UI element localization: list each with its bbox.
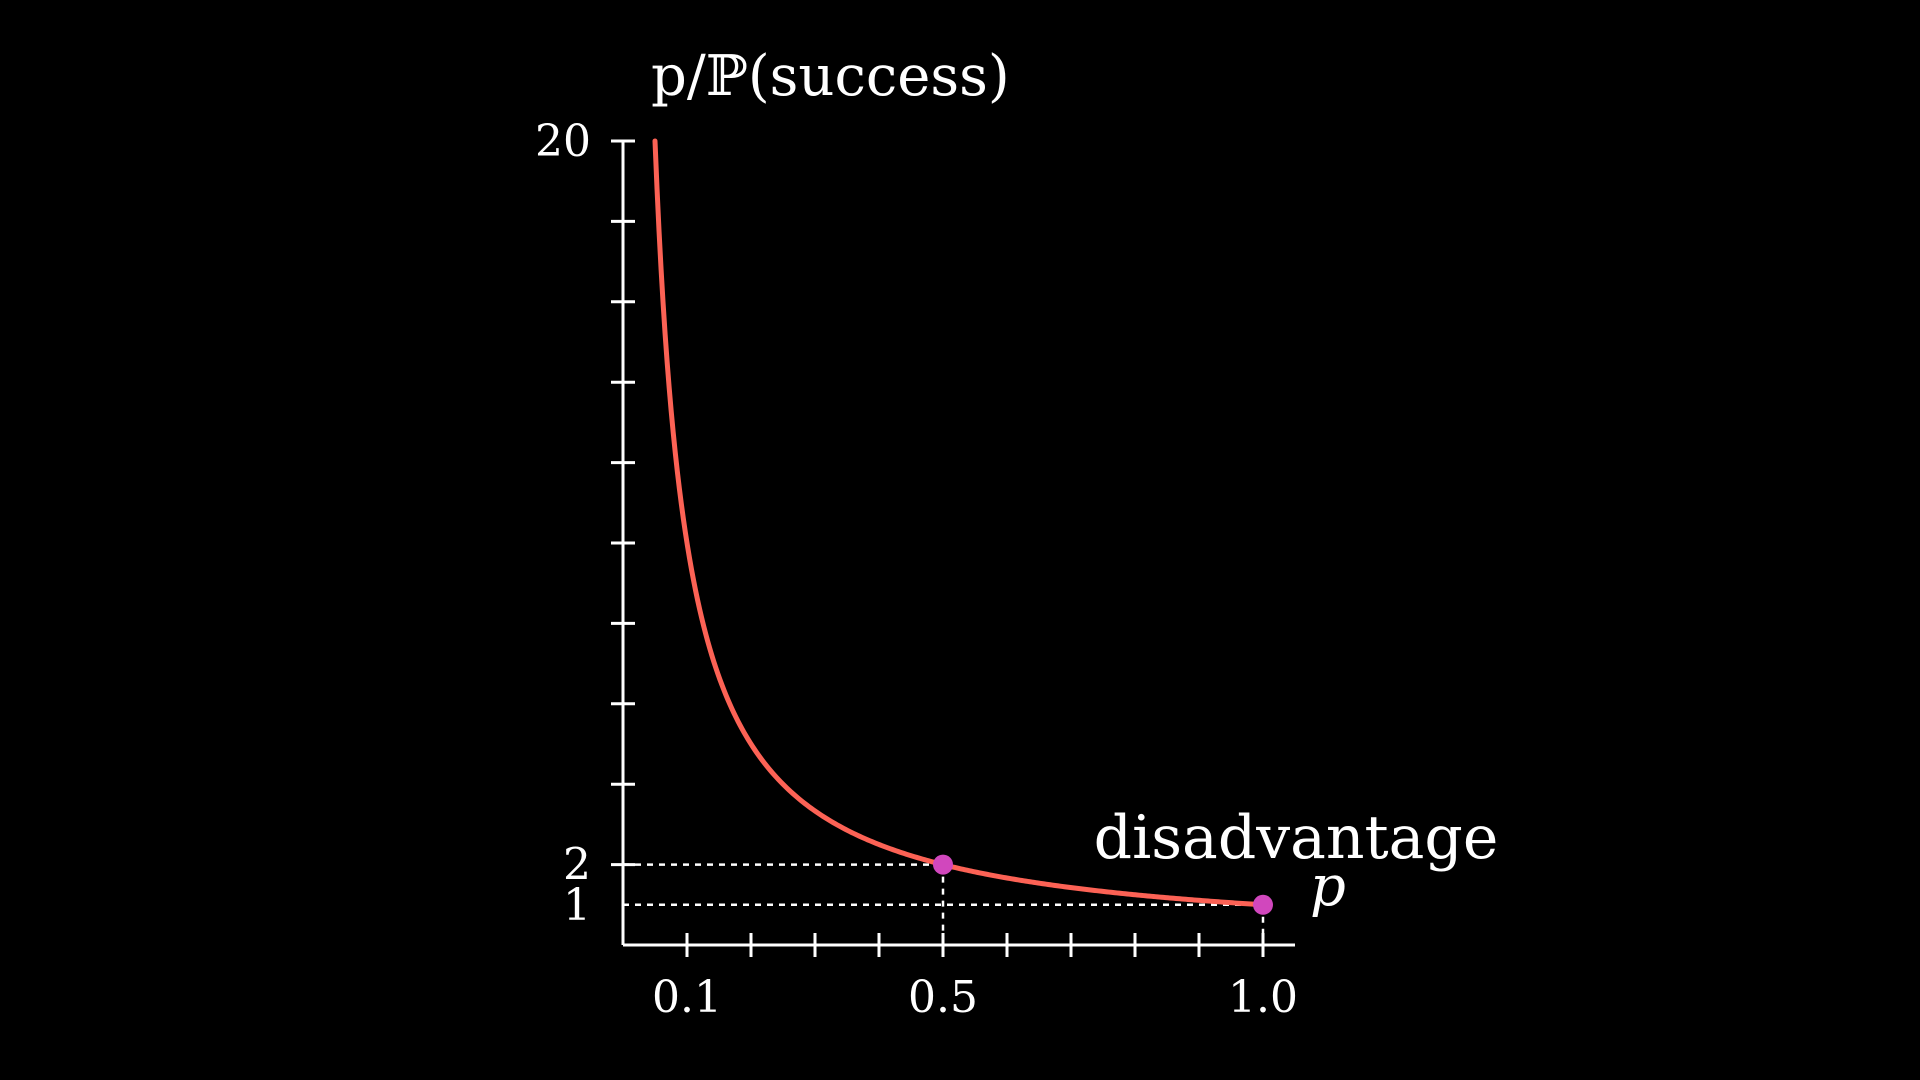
series-line-disadvantage — [652, 138, 1266, 908]
tick-labels: 0.1 0.5 1.0 20 21 — [535, 116, 1298, 1023]
y-tick-label: 20 — [535, 116, 591, 167]
x-tick-label: 0.1 — [652, 972, 722, 1023]
x-axis-title: p — [1310, 854, 1346, 919]
y-tick-label: 2 — [563, 840, 591, 891]
x-tick-label: 0.5 — [908, 972, 978, 1023]
y-axis-title: p/ℙ(success) — [651, 44, 1010, 109]
series-label-disadvantage: disadvantage — [1094, 803, 1499, 873]
x-axis-ticks — [685, 933, 1265, 957]
axes — [611, 139, 1295, 957]
y-axis-ticks — [611, 139, 635, 867]
highlight-points — [933, 854, 1273, 915]
series-curves — [652, 138, 1266, 908]
highlight-point — [1253, 894, 1273, 915]
guide-lines — [623, 863, 1265, 945]
x-tick-label: 1.0 — [1228, 972, 1298, 1023]
highlight-point — [933, 854, 953, 875]
y-tick-label: 1 — [563, 880, 591, 931]
